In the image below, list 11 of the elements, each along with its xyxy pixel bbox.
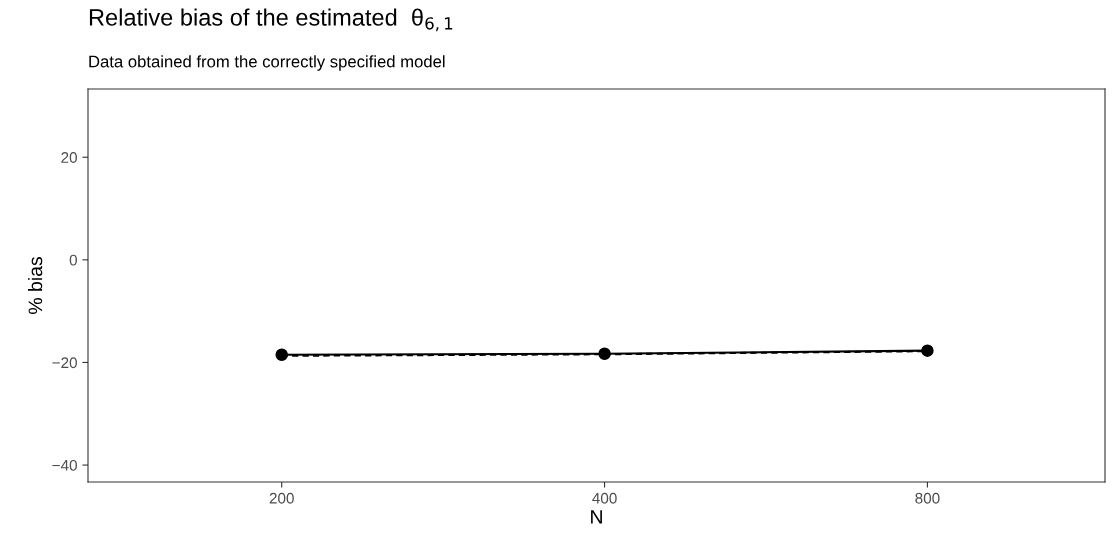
y-tick-label: −40 (52, 459, 77, 471)
y-tick-label: 20 (61, 152, 77, 163)
x-axis-title: N (591, 510, 602, 524)
y-axis-title: % bias (27, 257, 43, 314)
x-tick-label: 200 (269, 492, 294, 504)
y-tick-label: 0 (69, 254, 77, 266)
chart-title: Relative bias of the estimated θ$_{6,1}$ (89, 8, 453, 32)
y-tick-label: −20 (52, 357, 77, 369)
x-tick-label: 400 (592, 492, 617, 504)
x-tick-label: 800 (915, 492, 940, 504)
chart-subtitle: Data obtained from the correctly specified model (89, 55, 445, 71)
